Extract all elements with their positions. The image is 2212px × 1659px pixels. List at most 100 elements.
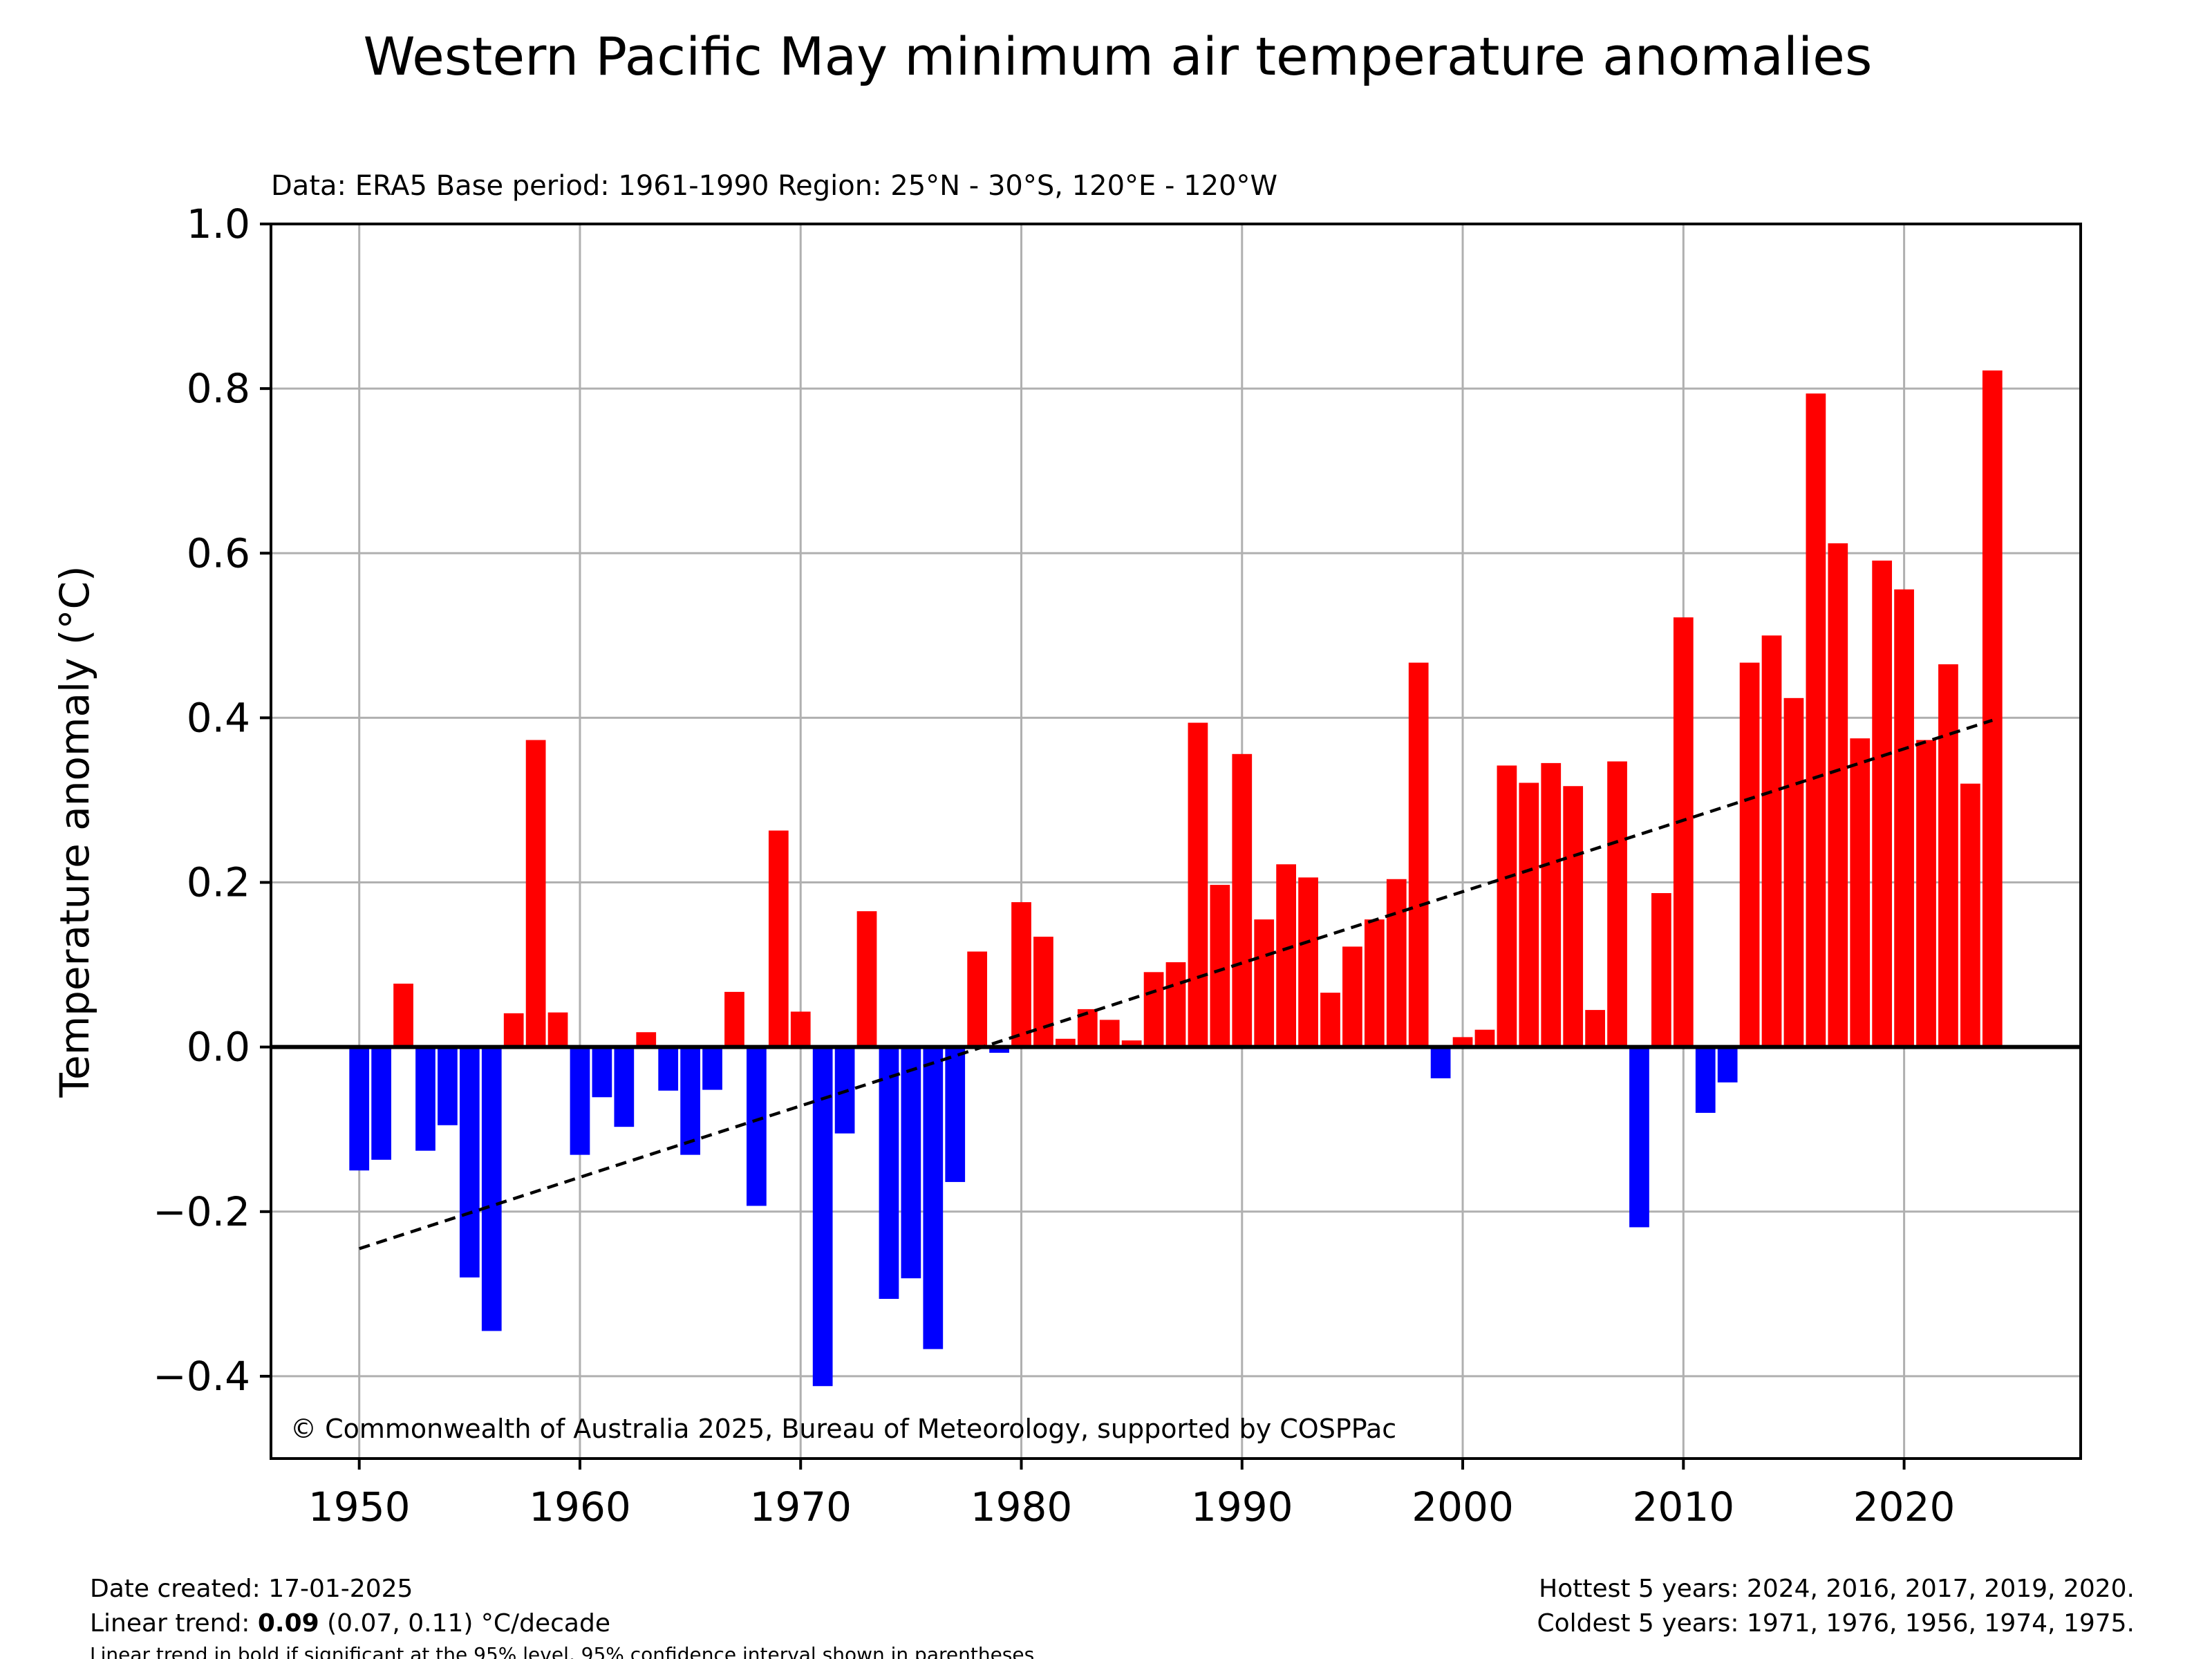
y-tick-label: −0.2	[153, 1188, 250, 1235]
x-tick-label: 2010	[1633, 1483, 1735, 1530]
plot-frame	[270, 223, 2082, 1460]
bar-2017	[1828, 543, 1848, 1047]
x-tick-label: 1960	[529, 1483, 631, 1530]
y-axis-ticks: −0.4 −0.2 0.0 0.2 0.4 0.6 0.8 1.0	[153, 200, 271, 1400]
y-tick-label: −0.4	[153, 1353, 250, 1400]
x-tick-label: 2020	[1853, 1483, 1956, 1530]
trend-line	[359, 718, 1993, 1250]
bar-1964	[658, 1047, 679, 1091]
bar-2007	[1607, 761, 1627, 1047]
bar-1992	[1276, 864, 1297, 1047]
bar-1985	[1121, 1040, 1142, 1047]
copyright-notice: © Commonwealth of Australia 2025, Bureau…	[290, 1414, 1396, 1444]
bar-2024	[1982, 370, 2003, 1047]
bar-1974	[879, 1047, 899, 1300]
bar-2002	[1497, 765, 1517, 1047]
bar-1957	[503, 1013, 524, 1047]
bar-1959	[547, 1012, 568, 1047]
bar-1988	[1188, 722, 1208, 1047]
bar-2006	[1585, 1010, 1605, 1047]
bar-1998	[1408, 662, 1429, 1047]
x-tick-label: 1970	[749, 1483, 852, 1530]
bar-1978	[967, 951, 988, 1047]
bar-2020	[1894, 589, 1914, 1047]
date-created: Date created: 17-01-2025	[90, 1575, 413, 1603]
bar-1961	[592, 1047, 612, 1098]
x-tick-label: 2000	[1412, 1483, 1514, 1530]
bar-1982	[1055, 1038, 1076, 1047]
x-tick-label: 1950	[308, 1483, 411, 1530]
bar-1995	[1342, 946, 1362, 1047]
coldest-years: Coldest 5 years: 1971, 1976, 1956, 1974,…	[1537, 1609, 2135, 1638]
bar-1999	[1430, 1047, 1451, 1078]
bar-1981	[1033, 937, 1053, 1047]
bar-2022	[1938, 664, 1958, 1047]
bar-1958	[525, 740, 546, 1047]
bar-1986	[1143, 972, 1164, 1047]
x-tick-label: 1990	[1191, 1483, 1293, 1530]
bar-1975	[901, 1047, 921, 1279]
bar-1990	[1232, 753, 1253, 1047]
bar-1976	[923, 1047, 944, 1349]
bar-1965	[680, 1047, 700, 1155]
bar-1989	[1210, 885, 1230, 1047]
bar-2005	[1563, 786, 1584, 1047]
linear-trend-suffix: (0.07, 0.11) °C/decade	[319, 1609, 610, 1638]
x-axis-ticks: 1950 1960 1970 1980 1990 2000 2010 2020	[308, 1459, 1955, 1530]
bar-1950	[349, 1047, 370, 1171]
bar-2000	[1452, 1037, 1473, 1047]
bar-2015	[1783, 697, 1804, 1047]
bar-2003	[1519, 782, 1539, 1047]
chart-subtitle: Data: ERA5 Base period: 1961-1990 Region…	[271, 170, 1277, 202]
bar-1960	[570, 1047, 590, 1155]
bar-2013	[1739, 662, 1760, 1047]
x-tick-label: 1980	[971, 1483, 1073, 1530]
bar-1968	[747, 1047, 767, 1206]
bar-2004	[1541, 762, 1562, 1047]
bar-1984	[1099, 1020, 1120, 1047]
bar-1951	[371, 1047, 392, 1160]
bar-2008	[1629, 1047, 1649, 1228]
bar-2009	[1651, 893, 1671, 1047]
bar-1979	[989, 1047, 1009, 1053]
bar-1967	[724, 991, 744, 1047]
y-tick-label: 0.2	[187, 859, 250, 906]
bar-1969	[768, 830, 789, 1047]
y-axis-label: Temperature anomaly (°C)	[51, 565, 98, 1098]
bar-1987	[1165, 962, 1186, 1047]
bar-1966	[702, 1047, 722, 1090]
bar-1953	[415, 1047, 435, 1151]
y-tick-label: 0.0	[187, 1024, 250, 1071]
bar-2001	[1474, 1029, 1495, 1047]
linear-trend: Linear trend: 0.09 (0.07, 0.11) °C/decad…	[90, 1609, 610, 1638]
y-tick-label: 1.0	[187, 200, 250, 247]
bar-2010	[1673, 617, 1694, 1047]
y-tick-label: 0.6	[187, 529, 250, 577]
bar-1971	[812, 1047, 833, 1387]
linear-trend-value: 0.09	[258, 1609, 319, 1638]
hottest-years: Hottest 5 years: 2024, 2016, 2017, 2019,…	[1539, 1575, 2135, 1603]
linear-trend-prefix: Linear trend:	[90, 1609, 258, 1638]
chart-title: Western Pacific May minimum air temperat…	[363, 26, 1872, 87]
bar-1963	[636, 1032, 657, 1047]
bar-1994	[1320, 993, 1340, 1047]
bar-1954	[438, 1047, 458, 1125]
bar-1962	[614, 1047, 635, 1127]
bar-series	[349, 370, 2003, 1387]
bar-1996	[1364, 919, 1385, 1047]
bar-1980	[1011, 902, 1031, 1047]
bar-1956	[481, 1047, 502, 1331]
bar-2023	[1960, 783, 1980, 1047]
trend-note: Linear trend in bold if significant at t…	[90, 1643, 1034, 1659]
bar-1991	[1254, 919, 1275, 1047]
bar-2011	[1695, 1047, 1716, 1113]
bar-2021	[1916, 740, 1936, 1047]
bar-1977	[945, 1047, 966, 1182]
bar-2014	[1761, 635, 1782, 1047]
bar-2018	[1850, 738, 1871, 1047]
bar-1993	[1298, 877, 1318, 1047]
y-tick-label: 0.4	[187, 694, 250, 741]
bar-1955	[459, 1047, 480, 1278]
y-tick-label: 0.8	[187, 365, 250, 412]
